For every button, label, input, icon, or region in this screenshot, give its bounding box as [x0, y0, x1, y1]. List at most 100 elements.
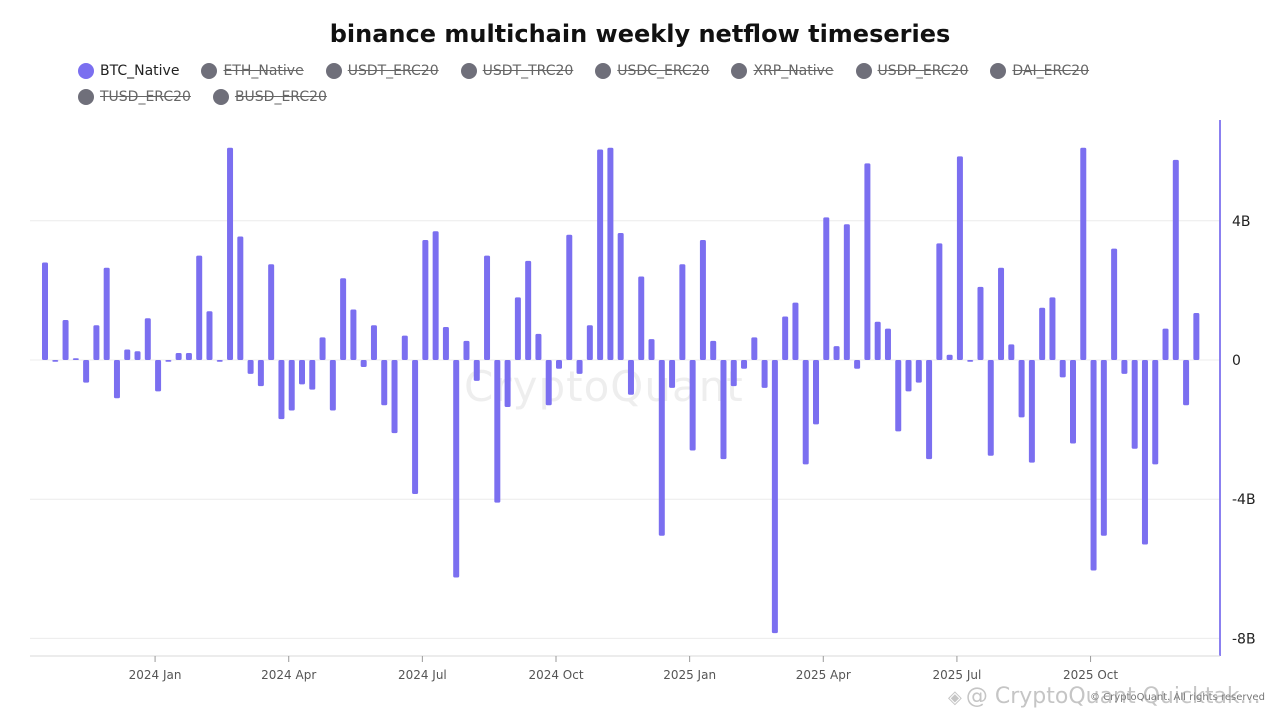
- bar[interactable]: [1101, 360, 1107, 536]
- bar[interactable]: [165, 360, 171, 362]
- bar[interactable]: [690, 360, 696, 450]
- bar[interactable]: [762, 360, 768, 388]
- bar[interactable]: [803, 360, 809, 464]
- bar[interactable]: [206, 311, 212, 360]
- bar[interactable]: [669, 360, 675, 388]
- bar[interactable]: [422, 240, 428, 360]
- bar[interactable]: [237, 236, 243, 360]
- bar[interactable]: [93, 325, 99, 360]
- bar[interactable]: [731, 360, 737, 386]
- bar[interactable]: [957, 156, 963, 360]
- bar[interactable]: [371, 325, 377, 360]
- bar[interactable]: [494, 360, 500, 503]
- bar[interactable]: [535, 334, 541, 360]
- bar[interactable]: [916, 360, 922, 383]
- bar[interactable]: [751, 337, 757, 360]
- bar[interactable]: [176, 353, 182, 360]
- bar[interactable]: [361, 360, 367, 367]
- bar[interactable]: [73, 358, 79, 360]
- bar[interactable]: [1019, 360, 1025, 417]
- bar[interactable]: [1008, 344, 1014, 360]
- bar[interactable]: [299, 360, 305, 384]
- bar[interactable]: [114, 360, 120, 398]
- bar[interactable]: [607, 148, 613, 360]
- bar[interactable]: [463, 341, 469, 360]
- bar[interactable]: [474, 360, 480, 381]
- bar[interactable]: [1039, 308, 1045, 360]
- bar[interactable]: [402, 336, 408, 360]
- bar[interactable]: [741, 360, 747, 369]
- bar[interactable]: [1193, 313, 1199, 360]
- bar[interactable]: [618, 233, 624, 360]
- bar[interactable]: [813, 360, 819, 424]
- bar[interactable]: [1183, 360, 1189, 405]
- bar[interactable]: [967, 360, 973, 362]
- bar[interactable]: [525, 261, 531, 360]
- bar[interactable]: [1163, 329, 1169, 360]
- bar[interactable]: [196, 256, 202, 360]
- bar[interactable]: [52, 360, 58, 362]
- bar[interactable]: [1121, 360, 1127, 374]
- bar[interactable]: [278, 360, 284, 419]
- bar[interactable]: [83, 360, 89, 383]
- bar[interactable]: [1060, 360, 1066, 377]
- bar[interactable]: [1173, 160, 1179, 360]
- bar[interactable]: [1070, 360, 1076, 444]
- bar[interactable]: [1029, 360, 1035, 463]
- bar[interactable]: [988, 360, 994, 456]
- bar[interactable]: [844, 224, 850, 360]
- bar[interactable]: [145, 318, 151, 360]
- bar[interactable]: [135, 351, 141, 360]
- bar[interactable]: [679, 264, 685, 360]
- bar[interactable]: [546, 360, 552, 405]
- bar[interactable]: [155, 360, 161, 391]
- bar[interactable]: [227, 148, 233, 360]
- bar[interactable]: [453, 360, 459, 578]
- bar[interactable]: [1049, 297, 1055, 360]
- bar[interactable]: [566, 235, 572, 360]
- bar[interactable]: [792, 303, 798, 360]
- bar[interactable]: [1091, 360, 1097, 571]
- bar[interactable]: [124, 350, 130, 360]
- bar[interactable]: [1111, 249, 1117, 360]
- bar[interactable]: [309, 360, 315, 390]
- bar[interactable]: [186, 353, 192, 360]
- bar[interactable]: [217, 360, 223, 362]
- bar[interactable]: [577, 360, 583, 374]
- bar[interactable]: [381, 360, 387, 405]
- bar[interactable]: [340, 278, 346, 360]
- bar[interactable]: [875, 322, 881, 360]
- bar[interactable]: [998, 268, 1004, 360]
- bar[interactable]: [289, 360, 295, 410]
- bar[interactable]: [587, 325, 593, 360]
- bar[interactable]: [484, 256, 490, 360]
- bar[interactable]: [248, 360, 254, 374]
- bar[interactable]: [895, 360, 901, 431]
- bar[interactable]: [823, 217, 829, 360]
- bar[interactable]: [330, 360, 336, 410]
- bar[interactable]: [854, 360, 860, 369]
- bar[interactable]: [1152, 360, 1158, 464]
- bar[interactable]: [977, 287, 983, 360]
- bar[interactable]: [906, 360, 912, 391]
- bar[interactable]: [700, 240, 706, 360]
- bar[interactable]: [659, 360, 665, 536]
- bar[interactable]: [104, 268, 110, 360]
- bar[interactable]: [412, 360, 418, 494]
- bar[interactable]: [320, 337, 326, 360]
- bar[interactable]: [864, 163, 870, 360]
- bar[interactable]: [720, 360, 726, 459]
- bar[interactable]: [505, 360, 511, 407]
- bar[interactable]: [433, 231, 439, 360]
- bar[interactable]: [42, 263, 48, 360]
- bar[interactable]: [1080, 148, 1086, 360]
- bar[interactable]: [649, 339, 655, 360]
- bar[interactable]: [947, 355, 953, 360]
- bar[interactable]: [936, 243, 942, 360]
- bar[interactable]: [1132, 360, 1138, 449]
- bar[interactable]: [1142, 360, 1148, 544]
- bar[interactable]: [63, 320, 69, 360]
- bar[interactable]: [638, 276, 644, 360]
- bar[interactable]: [392, 360, 398, 433]
- bar[interactable]: [597, 149, 603, 360]
